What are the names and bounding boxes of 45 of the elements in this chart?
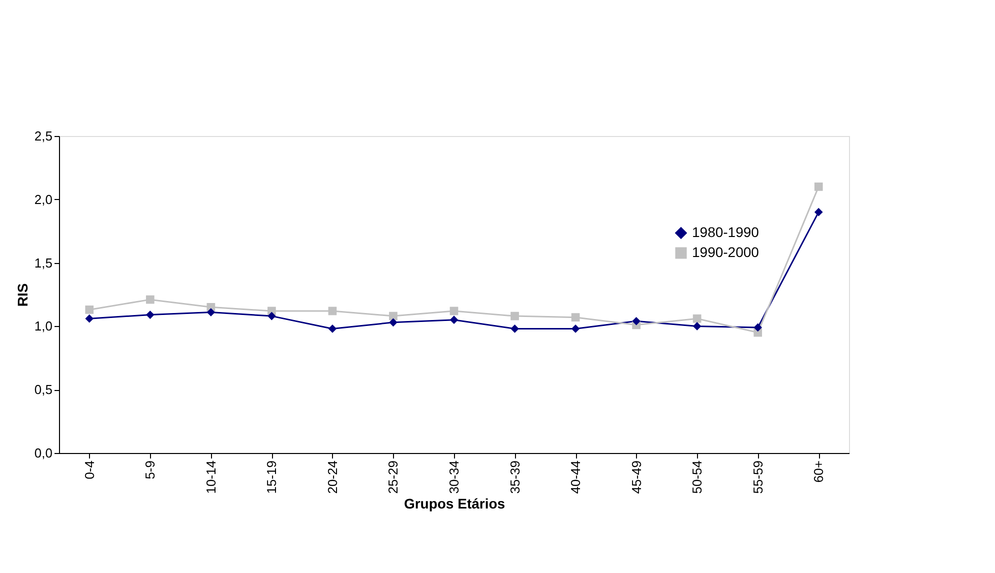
x-tick-label: 45-49 <box>628 460 644 494</box>
x-tick-label: 20-24 <box>324 460 340 494</box>
x-tick-label: 15-19 <box>264 460 280 494</box>
point <box>389 318 398 327</box>
point <box>328 306 337 316</box>
y-tick-label: 0,0 <box>34 446 52 460</box>
x-tick-label: 50-54 <box>690 460 705 494</box>
point <box>206 308 216 316</box>
point <box>510 324 519 333</box>
point <box>692 314 702 323</box>
point <box>450 316 458 324</box>
y-tick-label: 1,0 <box>34 318 52 334</box>
x-tick-label: 30-34 <box>446 460 462 494</box>
point <box>85 306 94 314</box>
point <box>571 324 580 333</box>
legend-label: 1980-1990 <box>692 224 760 240</box>
point <box>146 310 154 319</box>
point <box>692 322 702 330</box>
point <box>268 312 276 320</box>
point <box>389 312 398 320</box>
y-tick-label: 0,5 <box>34 382 52 398</box>
x-axis-title: Grupos Etários <box>404 496 506 512</box>
point <box>814 182 823 191</box>
point <box>632 316 640 326</box>
x-tick-label: 35-39 <box>507 460 522 494</box>
point <box>571 313 580 322</box>
point <box>754 323 762 332</box>
y-tick-label: 1,5 <box>34 255 52 270</box>
y-axis-title: RIS <box>14 283 30 307</box>
point <box>328 324 337 333</box>
x-tick-label: 40-44 <box>568 460 584 494</box>
y-tick-label: 2,0 <box>34 192 52 207</box>
point <box>450 306 458 316</box>
y-tick-label: 2,5 <box>34 128 52 144</box>
x-tick-label: 5-9 <box>142 460 158 480</box>
x-tick-label: 0-4 <box>82 460 97 480</box>
point <box>85 314 94 323</box>
legend-label: 1990-2000 <box>692 244 760 260</box>
point <box>510 312 519 320</box>
point <box>814 208 823 216</box>
x-tick-label: 60+ <box>811 460 826 483</box>
x-tick-label: 55-59 <box>750 460 766 494</box>
x-tick-label: 25-29 <box>386 460 401 494</box>
point <box>146 295 154 304</box>
x-tick-label: 10-14 <box>203 460 218 494</box>
